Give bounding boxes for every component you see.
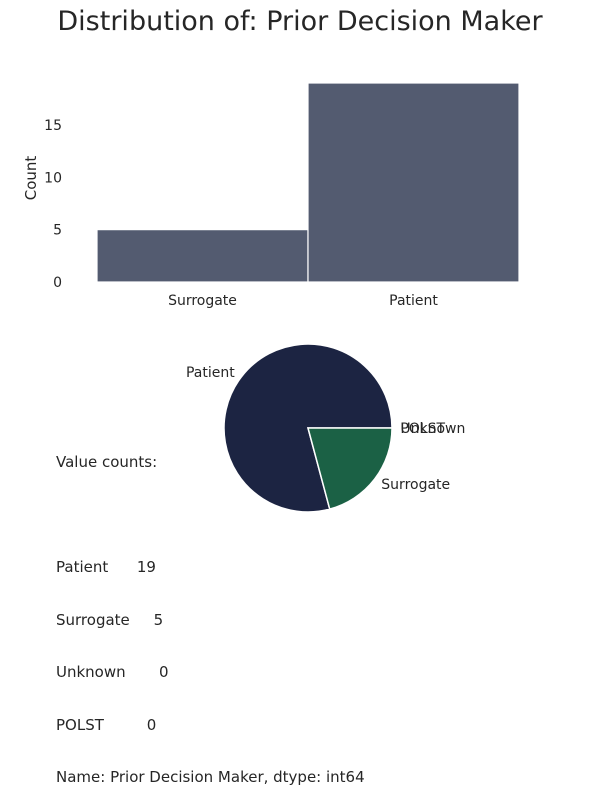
- y-tick-label: 5: [53, 223, 62, 239]
- chart-title: Distribution of: Prior Decision Maker: [57, 6, 543, 37]
- value-counts-row: Unknown 0: [56, 663, 169, 681]
- value-counts-row: POLST 0: [56, 715, 157, 734]
- value-counts-block: Value counts: Patient 19 Surrogate 5 Unk…: [56, 419, 365, 804]
- pie-label: Patient: [186, 365, 235, 381]
- pie-slice: [307, 427, 393, 511]
- pie-label: Unknown: [400, 421, 465, 437]
- value-counts-row: Patient 19: [56, 558, 156, 576]
- pie-label: Surrogate: [381, 477, 450, 493]
- value-counts-spacer: [56, 507, 365, 525]
- y-axis-label: Count: [22, 156, 40, 201]
- value-counts-row: Surrogate 5: [56, 610, 164, 629]
- bar-chart: Surrogate Patient 0 5 10 15 Count: [22, 82, 520, 309]
- y-tick-label: 15: [44, 118, 62, 134]
- x-tick-label: Patient: [389, 293, 438, 309]
- y-tick-label: 0: [53, 275, 62, 291]
- value-counts-header: Value counts:: [56, 453, 158, 471]
- pie-slice: [223, 343, 393, 513]
- bar: [96, 229, 309, 283]
- value-counts-footer: Name: Prior Decision Maker, dtype: int64: [56, 768, 365, 786]
- bar: [307, 82, 520, 283]
- x-tick-label: Surrogate: [168, 293, 237, 309]
- y-tick-label: 10: [44, 170, 62, 186]
- pie-label: POLST: [400, 421, 445, 437]
